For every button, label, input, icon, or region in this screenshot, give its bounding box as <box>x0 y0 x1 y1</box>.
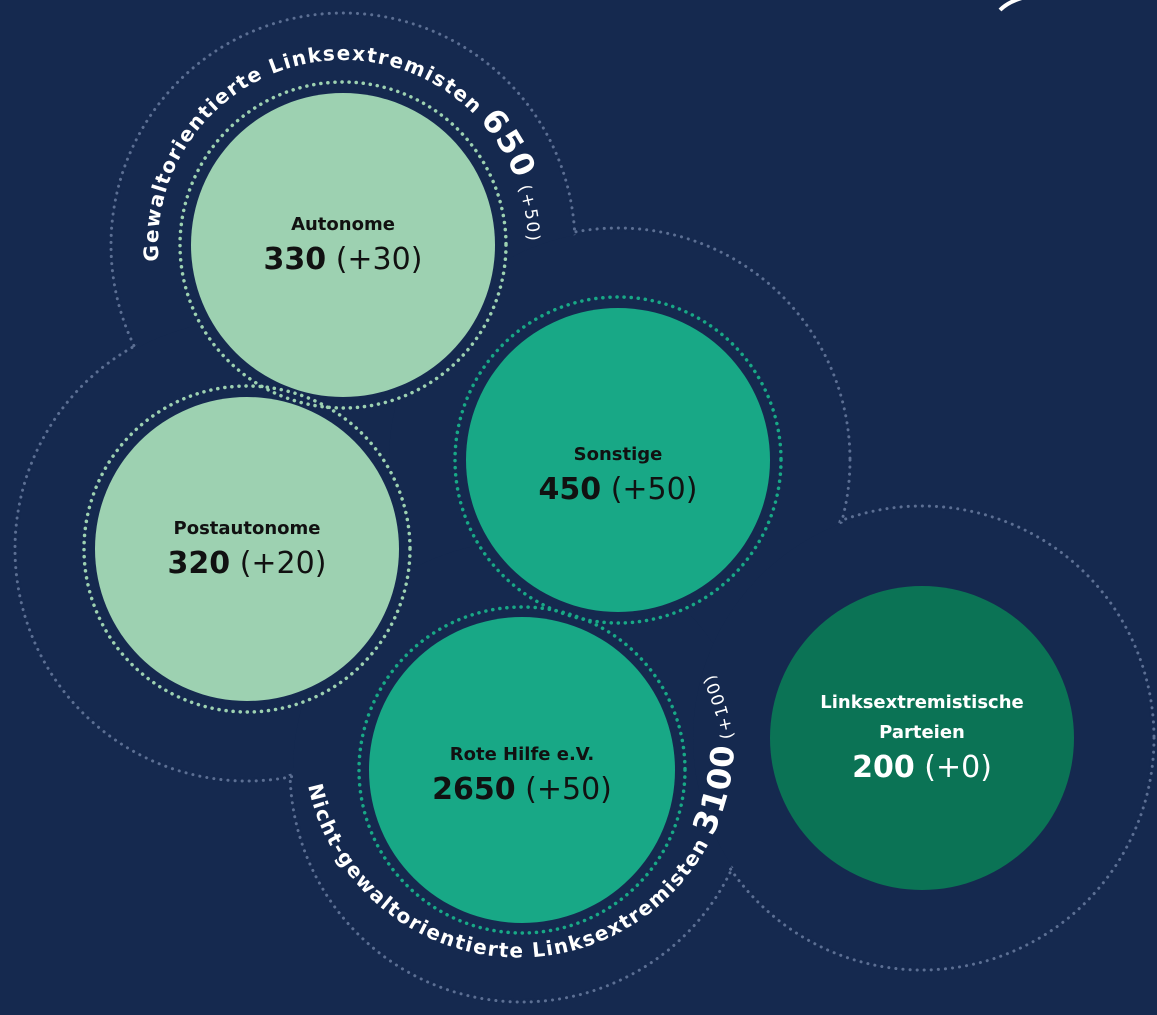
node-label: Sonstige 450 (+50) <box>503 440 733 510</box>
node-change: (+20) <box>239 546 327 581</box>
node-change: (+0) <box>924 750 992 785</box>
bubble <box>191 93 495 397</box>
node-name: Sonstige <box>573 444 663 465</box>
node-value: 2650 <box>432 772 516 807</box>
node-name: Postautonome <box>173 518 321 539</box>
node-change: (+50) <box>525 772 612 807</box>
node-change: (+50) <box>610 472 698 507</box>
node-number: 330 (+30) <box>228 240 458 280</box>
node-name: Linksextremistische Parteien <box>820 692 1024 743</box>
node-number: 2650 (+50) <box>407 770 637 810</box>
inner-rings <box>82 80 783 935</box>
node-number: 450 (+50) <box>503 470 733 510</box>
node-label: Postautonome 320 (+20) <box>132 514 362 584</box>
node-label: Linksextremistische Parteien 200 (+0) <box>817 688 1027 788</box>
node-number: 200 (+0) <box>817 748 1027 788</box>
node-change: (+30) <box>335 242 423 277</box>
node-label: Autonome 330 (+30) <box>228 210 458 280</box>
bubbles <box>95 93 1074 923</box>
node-value: 200 <box>852 750 915 785</box>
bubble <box>466 308 770 612</box>
node-value: 450 <box>538 472 602 507</box>
node-name: Rote Hilfe e.V. <box>449 744 595 765</box>
node-value: 330 <box>263 242 327 277</box>
node-number: 320 (+20) <box>132 544 362 584</box>
bubble <box>95 397 399 701</box>
node-label: Rote Hilfe e.V. 2650 (+50) <box>407 740 637 810</box>
node-name: Autonome <box>291 214 395 235</box>
bubble <box>369 617 675 923</box>
decoration <box>998 0 1023 12</box>
node-value: 320 <box>167 546 231 581</box>
bubble <box>770 586 1074 890</box>
